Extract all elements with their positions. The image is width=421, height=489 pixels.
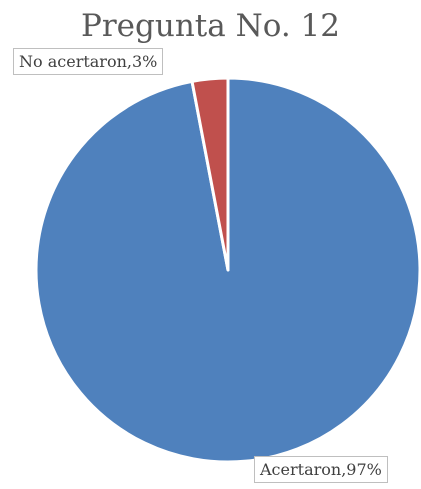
data-label-no-acertaron: No acertaron,3% — [13, 48, 163, 75]
chart-title: Pregunta No. 12 — [0, 8, 421, 45]
pie-slices — [36, 78, 420, 462]
data-label-acertaron: Acertaron,97% — [254, 456, 388, 483]
